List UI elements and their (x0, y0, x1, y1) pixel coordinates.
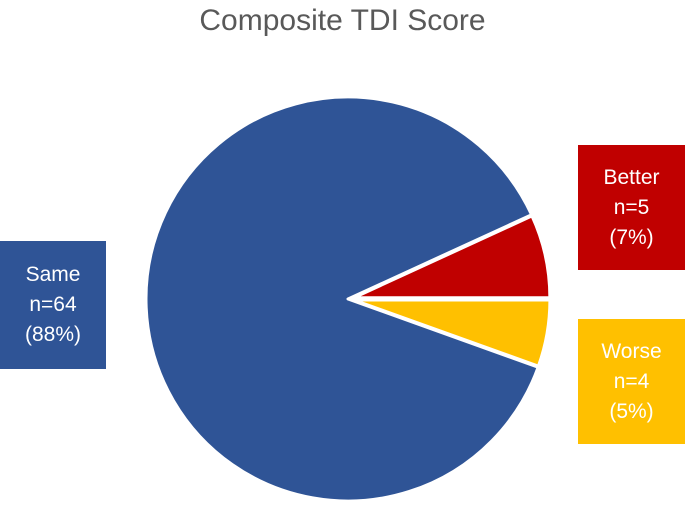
label-same-percent: (88%) (24, 323, 82, 346)
label-worse-category: Worse (601, 339, 662, 363)
label-same-category: Same (25, 263, 81, 286)
label-same: Same n=64 (88%) (0, 241, 106, 369)
label-better-percent: (7%) (609, 225, 654, 249)
label-same-count: n=64 (29, 293, 77, 316)
label-worse: Worse n=4 (5%) (578, 319, 685, 444)
label-better-category: Better (603, 165, 660, 189)
label-worse-count: n=4 (613, 369, 650, 393)
chart-title: Composite TDI Score (199, 4, 486, 37)
slice-same (144, 95, 540, 503)
label-better-count: n=5 (613, 195, 650, 219)
label-better: Better n=5 (7%) (578, 145, 685, 270)
label-worse-percent: (5%) (609, 399, 654, 423)
pie-slices (144, 95, 552, 503)
